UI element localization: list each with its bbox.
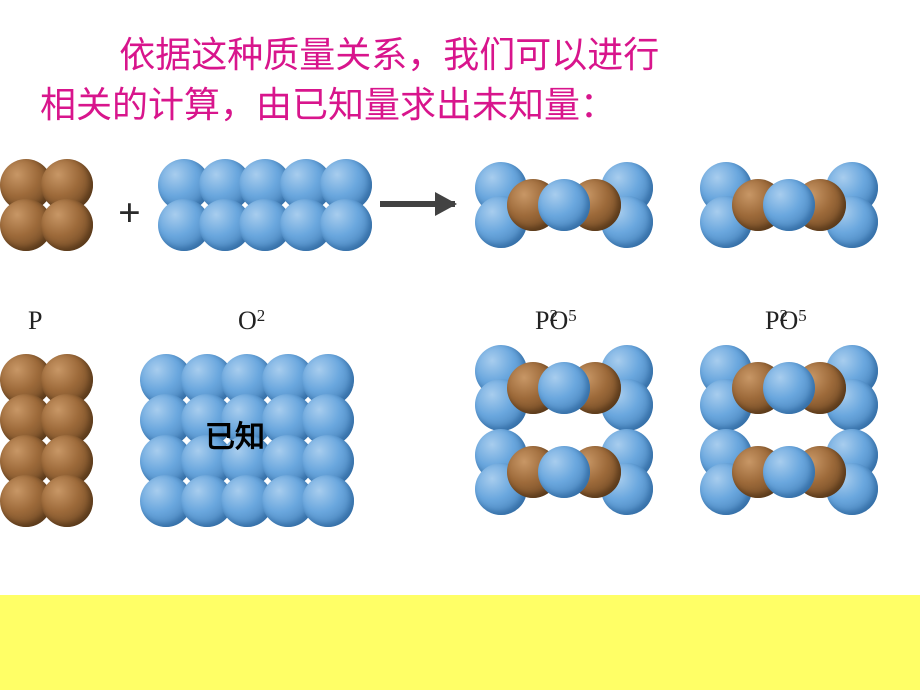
oxygen-atom <box>763 362 815 414</box>
title-line-1: 依据这种质量关系，我们可以进行 <box>40 30 880 80</box>
oxygen-atom <box>320 199 372 251</box>
label-p2o5-b: P2O5 <box>765 306 798 336</box>
arrow-icon <box>380 201 455 207</box>
known-label: 已知 <box>205 412 265 456</box>
label-o2: O2 <box>238 306 257 336</box>
phosphorus-atom <box>41 199 93 251</box>
equation-row-bottom: 已知 <box>0 354 920 554</box>
bottom-band <box>0 595 920 690</box>
equation-row-top: + <box>0 151 920 306</box>
label-p2o5-a: P2O5 <box>535 306 568 336</box>
title-line-2: 相关的计算，由已知量求出未知量： <box>40 80 880 130</box>
oxygen-atom <box>302 475 354 527</box>
formula-labels: P O2 P2O5 P2O5 <box>0 306 920 346</box>
oxygen-atom <box>538 446 590 498</box>
title-area: 依据这种质量关系，我们可以进行 相关的计算，由已知量求出未知量： <box>0 0 920 141</box>
oxygen-atom <box>763 446 815 498</box>
oxygen-atom <box>538 179 590 231</box>
oxygen-atom <box>763 179 815 231</box>
plus-sign: + <box>118 189 141 236</box>
oxygen-atom <box>538 362 590 414</box>
label-p: P <box>28 306 42 336</box>
phosphorus-atom <box>41 475 93 527</box>
